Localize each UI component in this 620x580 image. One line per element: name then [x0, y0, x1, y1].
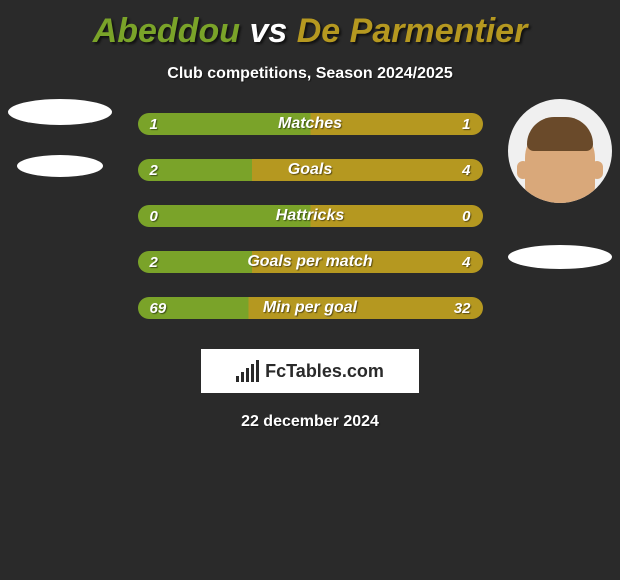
player1-avatar-placeholder: [8, 99, 112, 125]
stat-label: Hattricks: [276, 207, 344, 225]
stat-bar-goals: 2 Goals 4: [138, 159, 483, 181]
stat-label: Goals per match: [247, 253, 372, 271]
player2-avatar: [508, 99, 612, 203]
vs-text: vs: [249, 12, 287, 50]
stat-right-value: 0: [462, 208, 470, 225]
player1-name-placeholder: [17, 155, 103, 177]
stats-area: 1 Matches 1 2 Goals 4 0 Hattricks 0 2 Goals per ma…: [0, 113, 620, 319]
stat-bar-goals-per-match: 2 Goals per match 4: [138, 251, 483, 273]
player2-name: De Parmentier: [297, 12, 528, 50]
stat-left-value: 1: [150, 116, 158, 133]
stat-left-value: 2: [150, 254, 158, 271]
player1-avatar-group: [8, 99, 112, 177]
stat-bar-min-per-goal: 69 Min per goal 32: [138, 297, 483, 319]
stat-left-value: 69: [150, 300, 167, 317]
subtitle: Club competitions, Season 2024/2025: [167, 65, 452, 83]
player1-name: Abeddou: [93, 12, 240, 50]
logo-text: FcTables.com: [265, 361, 384, 382]
logo-chart-icon: [236, 360, 259, 382]
stat-right-value: 4: [462, 254, 470, 271]
stat-right-value: 32: [454, 300, 471, 317]
stat-left-value: 2: [150, 162, 158, 179]
stat-bar-matches: 1 Matches 1: [138, 113, 483, 135]
comparison-title: Abeddou vs De Parmentier: [93, 12, 528, 51]
stat-bar-hattricks: 0 Hattricks 0: [138, 205, 483, 227]
stat-label: Min per goal: [263, 299, 357, 317]
stat-left-value: 0: [150, 208, 158, 225]
player2-name-placeholder: [508, 245, 612, 269]
stats-bars: 1 Matches 1 2 Goals 4 0 Hattricks 0 2 Goals per ma…: [138, 113, 483, 319]
stat-right-value: 4: [462, 162, 470, 179]
fctables-logo[interactable]: FcTables.com: [201, 349, 419, 393]
player2-avatar-group: [508, 99, 612, 269]
stat-label: Goals: [288, 161, 332, 179]
stat-label: Matches: [278, 115, 342, 133]
date-text: 22 december 2024: [241, 413, 379, 431]
stat-right-value: 1: [462, 116, 470, 133]
